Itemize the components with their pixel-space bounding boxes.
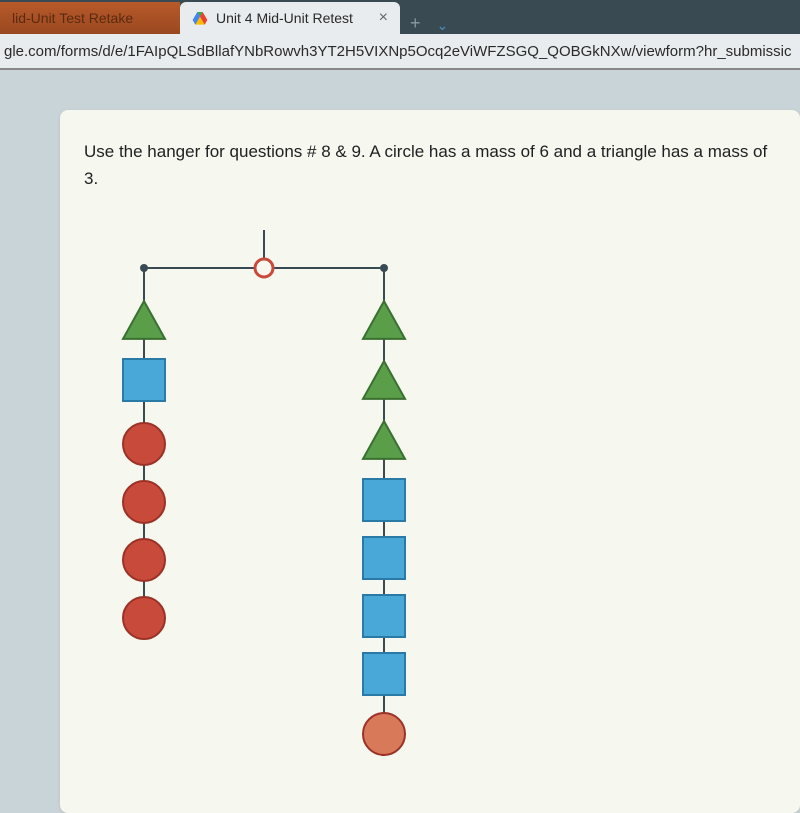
tab-bar: lid-Unit Test Retake Unit 4 Mid-Unit Ret… <box>0 0 800 34</box>
question-text: Use the hanger for questions # 8 & 9. A … <box>84 138 776 192</box>
content-area: Use the hanger for questions # 8 & 9. A … <box>0 70 800 813</box>
form-card: Use the hanger for questions # 8 & 9. A … <box>60 110 800 813</box>
drive-icon <box>192 10 208 26</box>
tab-active-label: Unit 4 Mid-Unit Retest <box>216 10 353 26</box>
tab-dropdown-icon[interactable]: ⌄ <box>431 17 455 34</box>
tab-inactive[interactable]: lid-Unit Test Retake <box>0 2 180 34</box>
hanger-diagram <box>84 220 444 780</box>
tab-inactive-label: lid-Unit Test Retake <box>12 10 133 26</box>
tab-active[interactable]: Unit 4 Mid-Unit Retest × <box>180 2 400 34</box>
new-tab-button[interactable]: + <box>400 13 431 34</box>
url-text: gle.com/forms/d/e/1FAIpQLSdBllafYNbRowvh… <box>4 43 792 60</box>
close-icon[interactable]: × <box>379 9 388 27</box>
url-bar[interactable]: gle.com/forms/d/e/1FAIpQLSdBllafYNbRowvh… <box>0 34 800 70</box>
